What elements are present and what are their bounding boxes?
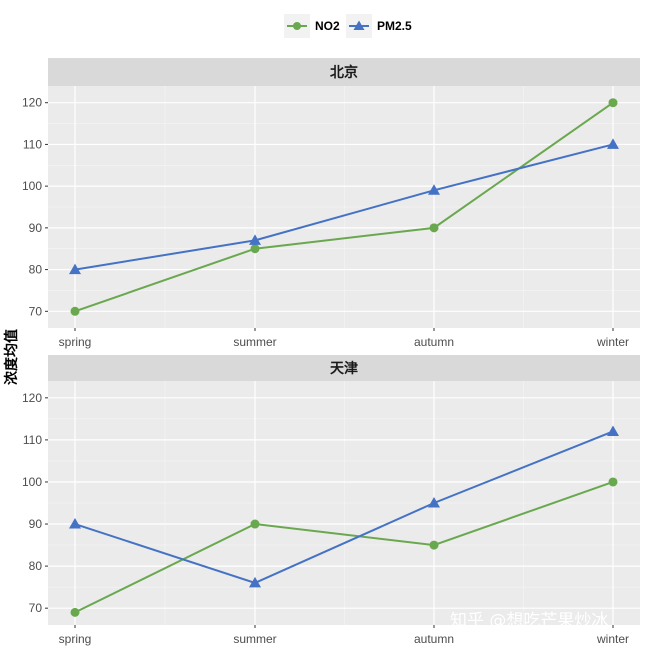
y-tick-label: 80 xyxy=(29,263,43,277)
panel-2: 天津 70 80 90 100 110 120 spring summer autumn winte… xyxy=(22,355,640,646)
data-point xyxy=(70,306,80,316)
series-line-pm25 xyxy=(74,430,614,585)
y-axis-label: 浓度均值 xyxy=(3,329,20,385)
data-point xyxy=(428,184,440,195)
panel-1: 北京 70 80 90 100 110 120 spring summer autumn winte… xyxy=(22,58,640,349)
x-tick-label: winter xyxy=(596,335,629,349)
data-point xyxy=(608,477,618,487)
facet-strip xyxy=(48,355,640,381)
x-tick-label: autumn xyxy=(414,632,454,646)
y-tick-label: 70 xyxy=(29,601,43,615)
data-point xyxy=(69,263,81,275)
y-tick-label: 120 xyxy=(22,96,42,110)
y-tick-label: 120 xyxy=(22,391,42,405)
watermark: 知乎 @想吃芒果炒冰 xyxy=(450,611,608,631)
legend-label-pm25: PM2.5 xyxy=(377,19,412,33)
legend-label-no2: NO2 xyxy=(315,19,340,33)
legend-marker-no2 xyxy=(293,22,301,30)
x-tick-label: winter xyxy=(596,632,629,646)
data-point xyxy=(607,138,619,149)
data-point xyxy=(249,576,261,588)
y-tick-label: 110 xyxy=(23,137,42,151)
x-tick-label: spring xyxy=(59,632,92,646)
facet-strip xyxy=(48,58,640,86)
data-point xyxy=(249,234,261,245)
series-line-no2 xyxy=(74,481,614,614)
y-tick-label: 90 xyxy=(29,221,43,235)
data-point xyxy=(428,497,440,508)
x-tick-label: autumn xyxy=(414,335,454,349)
data-point xyxy=(429,223,439,233)
data-point xyxy=(69,518,81,529)
data-point xyxy=(70,607,80,617)
x-tick-label: summer xyxy=(233,335,276,349)
y-tick-label: 80 xyxy=(29,559,43,573)
legend-marker-pm25 xyxy=(353,20,365,30)
series-line-no2 xyxy=(74,101,614,313)
data-point xyxy=(250,244,260,254)
data-point xyxy=(607,425,619,436)
x-tick-label: summer xyxy=(233,632,276,646)
data-point xyxy=(429,540,439,550)
x-tick-label: spring xyxy=(59,335,92,349)
y-tick-label: 100 xyxy=(22,179,42,193)
y-tick-label: 70 xyxy=(29,304,43,318)
legend: NO2 PM2.5 xyxy=(284,14,412,38)
panels: 北京 70 80 90 100 110 120 spring summer autumn winte… xyxy=(22,58,640,646)
y-tick-label: 110 xyxy=(23,433,42,447)
data-point xyxy=(250,519,260,529)
series-line-pm25 xyxy=(74,143,614,271)
facet-title: 天津 xyxy=(330,360,358,377)
facet-title: 北京 xyxy=(330,64,358,81)
y-tick-label: 90 xyxy=(29,517,43,531)
y-tick-label: 100 xyxy=(22,475,42,489)
data-point xyxy=(608,98,618,108)
